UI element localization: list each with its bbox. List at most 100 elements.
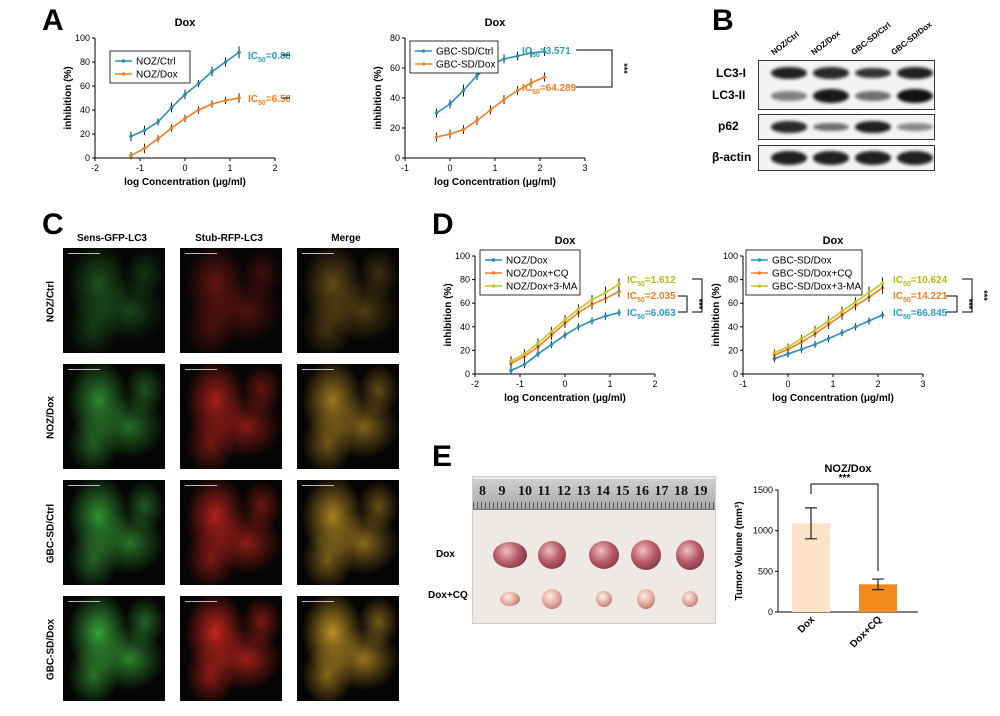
chart-a1-legend-label-1: NOZ/Dox (136, 70, 178, 81)
chart-d1-point-2-5 (576, 307, 581, 311)
chart-e-ytick-label-2: 1000 (753, 526, 773, 536)
chart-a2-legend: GBC-SD/Ctrl GBC-SD/Dox (409, 40, 499, 74)
chart-d1-xtick-label-4: 2 (652, 379, 657, 389)
chart-d2-ic50-0: IC50=10.624 (893, 275, 948, 288)
scale-bar (302, 253, 334, 254)
chart-d1-point-2-2 (536, 341, 540, 346)
chart-a1-ytick-label-2: 40 (80, 105, 90, 115)
chart-a1-ic50-1: IC50=6.585 (248, 94, 290, 107)
dox-tumor-4 (631, 540, 661, 570)
lane-label-2: NOZ/Dox (809, 28, 842, 57)
chart-a2-point-0-1 (448, 102, 452, 106)
chart-a2-ic50-1: IC50=64.289 (522, 83, 577, 96)
band-lc3i-2 (855, 67, 891, 79)
band-p62-2 (855, 121, 891, 133)
dox-tumor-2 (538, 541, 566, 569)
ruler-number-14: 14 (596, 484, 610, 499)
micrograph-rfp-row2 (180, 364, 282, 469)
chart-e-xtick-label-1: Dox+CQ (848, 614, 884, 650)
col-label-rfp: Stub-RFP-LC3 (195, 233, 263, 244)
ruler-number-18: 18 (674, 484, 688, 499)
chart-a1-series-line-1 (130, 97, 240, 157)
chart-d1-title: Dox (555, 235, 577, 247)
chart-e-ytick-label-1: 500 (758, 566, 773, 576)
ruler-number-17: 17 (654, 484, 669, 499)
chart-d2-ytick-label-3: 60 (728, 298, 738, 308)
chart-d2-sig-bracket-1 (962, 278, 973, 313)
chart-d1-point-0-3 (549, 342, 554, 347)
chart-a2-ylabel: inhibition (%) (373, 66, 384, 129)
chart-d2-ytick-label-1: 20 (728, 345, 738, 355)
chart-a1-xlabel: log Concentration (μg/ml) (124, 177, 246, 188)
chart-d2-xtick-label-1: 0 (785, 379, 790, 389)
scale-bar (68, 253, 100, 254)
chart-a2-point-0-3 (475, 73, 479, 78)
chart-a1-point-0-8 (237, 50, 241, 55)
chart-d1-point-0-7 (603, 314, 608, 318)
chart-a1-point-1-5 (196, 108, 201, 112)
micrograph-gfp-row2 (63, 364, 165, 469)
chart-e-ytick-label-0: 0 (768, 607, 773, 617)
chart-a2-ytick-label-2: 40 (390, 93, 400, 103)
chart-a1-point-0-1 (142, 128, 147, 133)
dox-cq-tumor-2 (542, 589, 562, 609)
tumor-row-dox: Dox (436, 549, 455, 560)
chart-d1-legend: NOZ/Dox NOZ/Dox+CQ NOZ/Dox+3-MA (479, 249, 581, 296)
chart-e-ylabel: Tumor Volume (mm³) (734, 501, 745, 600)
chart-e-ytick-label-3: 1500 (753, 485, 773, 495)
chart-a1-ylabel: inhibition (%) (63, 66, 74, 129)
ruler-number-19: 19 (693, 484, 708, 499)
chart-d2-xtick-label-4: 3 (920, 379, 925, 389)
chart-a1-point-1-8 (237, 96, 241, 100)
chart-d2-point-2-7 (867, 290, 871, 295)
chart-a1-point-1-0 (129, 153, 133, 158)
chart-a1-title: Dox (175, 17, 197, 29)
chart-d1-point-2-4 (563, 317, 567, 322)
dox-cq-tumor-4 (637, 589, 655, 609)
chart-a2-point-1-8 (542, 75, 547, 79)
chart-d1-sig-label-0: *** (694, 299, 704, 310)
ruler-number-12: 12 (557, 484, 571, 499)
chart-d2-ytick-label-2: 40 (728, 322, 738, 332)
chart-a1-legend-marker-0 (121, 59, 126, 63)
band-actin-2 (855, 151, 891, 165)
scale-bar (302, 369, 334, 370)
band-p62-0 (771, 121, 807, 133)
scale-bar (185, 369, 217, 370)
chart-d2-point-2-6 (853, 300, 858, 304)
row-label-noz-dox: NOZ/Dox (45, 396, 57, 439)
chart-a1-xtick-label-3: 1 (227, 163, 232, 173)
row-label-gbc-dox: GBC-SD/Dox (45, 618, 57, 681)
scale-bar (185, 601, 217, 602)
chart-d1-legend-label-2: NOZ/Dox+3-MA (506, 282, 578, 293)
chart-d2-point-2-5 (840, 309, 844, 314)
chart-d1-sig-bracket-0 (678, 295, 688, 313)
band-lc3i-1 (813, 67, 849, 79)
scale-bar (68, 601, 100, 602)
ruler-number-8: 8 (479, 484, 486, 499)
dox-cq-tumor-5 (682, 591, 698, 607)
band-p62-3 (897, 123, 933, 131)
dox-cq-tumor-3 (596, 591, 612, 607)
chart-d1-xtick-label-2: 0 (562, 379, 567, 389)
col-label-gfp: Sens-GFP-LC3 (76, 233, 147, 244)
chart-a1-ytick-label-5: 100 (75, 33, 90, 43)
band-lc3ii-1 (813, 89, 849, 103)
dox-tumor-1 (493, 542, 527, 568)
chart-a1-xtick-label-4: 2 (272, 163, 277, 173)
chart-a1-ytick-label-4: 80 (80, 57, 90, 67)
row-label-noz-ctrl: NOZ/Ctrl (45, 280, 57, 323)
chart-e-xtick-label-0: Dox (796, 614, 817, 635)
chart-a1-point-0-6 (210, 69, 214, 74)
chart-d2-point-0-4 (826, 336, 831, 341)
chart-a1-point-0-7 (223, 60, 228, 64)
scale-bar (185, 485, 217, 486)
ruler: 8 9 10 11 12 13 14 15 16 17 18 19 (473, 479, 715, 510)
chart-a2-title: Dox (485, 17, 507, 29)
chart-d1-ytick-label-4: 80 (460, 275, 470, 285)
chart-d2-point-1-2 (799, 340, 804, 344)
ruler-number-16: 16 (635, 484, 649, 499)
chart-a2-point-1-3 (475, 118, 479, 123)
chart-a2-point-0-0 (434, 111, 439, 115)
